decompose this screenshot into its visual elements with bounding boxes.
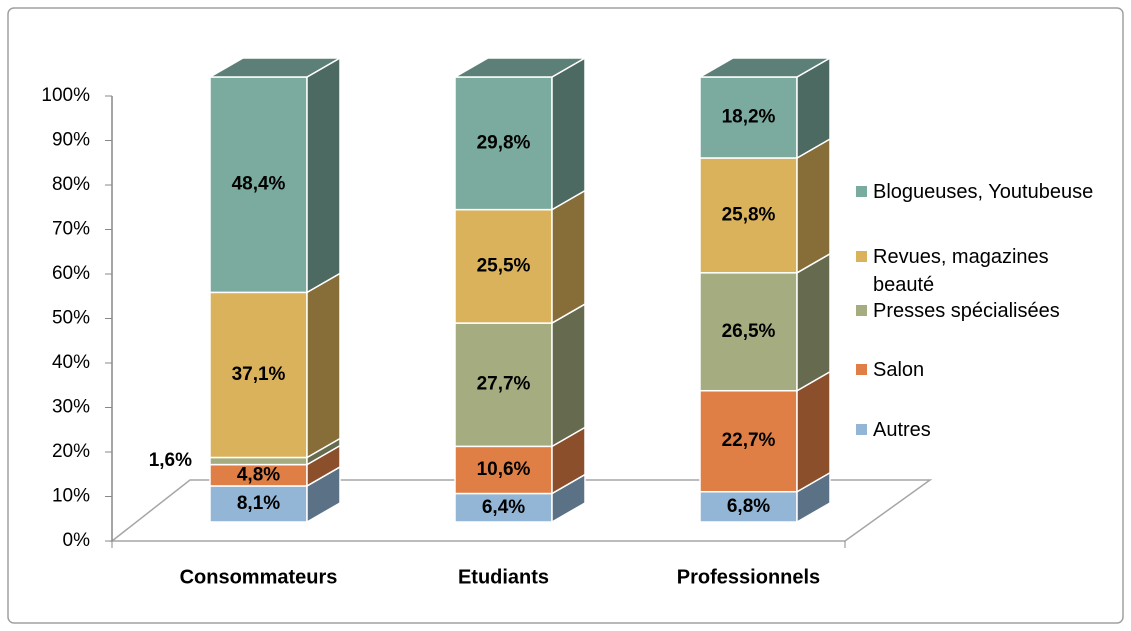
bar-side xyxy=(306,56,341,294)
legend-item: Blogueuses, Youtubeuse xyxy=(856,178,1093,206)
y-tick-label: 30% xyxy=(52,397,90,418)
value-label: 10,6% xyxy=(477,459,531,480)
value-label: 22,7% xyxy=(722,430,776,451)
bar-segment xyxy=(209,456,308,466)
value-label: 25,8% xyxy=(722,204,776,225)
value-label: 1,6% xyxy=(149,450,192,471)
value-label: 25,5% xyxy=(477,255,531,276)
bar-top xyxy=(697,57,833,78)
legend-item: Salon xyxy=(856,356,924,384)
y-tick-label: 80% xyxy=(52,174,90,195)
legend-label: Presses spécialisées xyxy=(873,300,1060,322)
y-tick-label: 90% xyxy=(52,130,90,151)
bar-top xyxy=(452,57,588,78)
x-tick-label: Consommateurs xyxy=(180,566,338,588)
bar-side xyxy=(796,370,831,494)
value-label: 6,4% xyxy=(482,497,525,518)
bar-segment xyxy=(699,157,798,274)
value-label: 27,7% xyxy=(477,374,531,395)
legend-swatch xyxy=(856,424,867,435)
y-tick-label: 60% xyxy=(52,263,90,284)
bar-side xyxy=(551,56,586,211)
x-tick-label: Etudiants xyxy=(458,566,549,588)
value-label: 37,1% xyxy=(232,364,286,385)
x-tick-label: Professionnels xyxy=(677,566,820,588)
bar-segment xyxy=(209,485,308,523)
legend-swatch xyxy=(856,305,867,316)
bar-segment xyxy=(454,76,553,211)
value-label: 48,4% xyxy=(232,174,286,195)
legend-item: Autres xyxy=(856,416,931,444)
legend-swatch xyxy=(856,186,867,197)
value-label: 29,8% xyxy=(477,132,531,153)
y-tick-label: 70% xyxy=(52,219,90,240)
bar-segment xyxy=(454,322,553,448)
bar-side xyxy=(551,189,586,325)
legend-item: Revues, magazines beauté xyxy=(856,243,1081,299)
y-tick-label: 20% xyxy=(52,441,90,462)
bar-side xyxy=(551,302,586,448)
value-label: 4,8% xyxy=(237,464,280,485)
legend-label: Autres xyxy=(873,419,931,441)
value-label: 26,5% xyxy=(722,321,776,342)
legend-label: Revues, magazines beauté xyxy=(873,246,1049,296)
y-tick-label: 100% xyxy=(41,85,90,106)
bar-side xyxy=(796,252,831,393)
bar-side xyxy=(796,137,831,275)
legend-swatch xyxy=(856,364,867,375)
value-label: 6,8% xyxy=(727,496,770,517)
y-tick-label: 0% xyxy=(63,530,91,551)
legend-label: Salon xyxy=(873,359,925,381)
bar-segment xyxy=(454,445,553,495)
bar-segment xyxy=(699,490,798,523)
value-label: 8,1% xyxy=(237,493,280,514)
legend-swatch xyxy=(856,251,867,262)
bar-top xyxy=(207,57,343,78)
bar-segment xyxy=(209,291,308,459)
legend-label: Blogueuses, Youtubeuse xyxy=(873,181,1094,203)
value-label: 18,2% xyxy=(722,107,776,128)
y-tick-label: 10% xyxy=(52,486,90,507)
y-tick-label: 50% xyxy=(52,308,90,329)
y-tick-label: 40% xyxy=(52,352,90,373)
bar-side xyxy=(306,272,341,459)
floor xyxy=(109,479,933,542)
legend-item: Presses spécialisées xyxy=(856,297,1060,325)
